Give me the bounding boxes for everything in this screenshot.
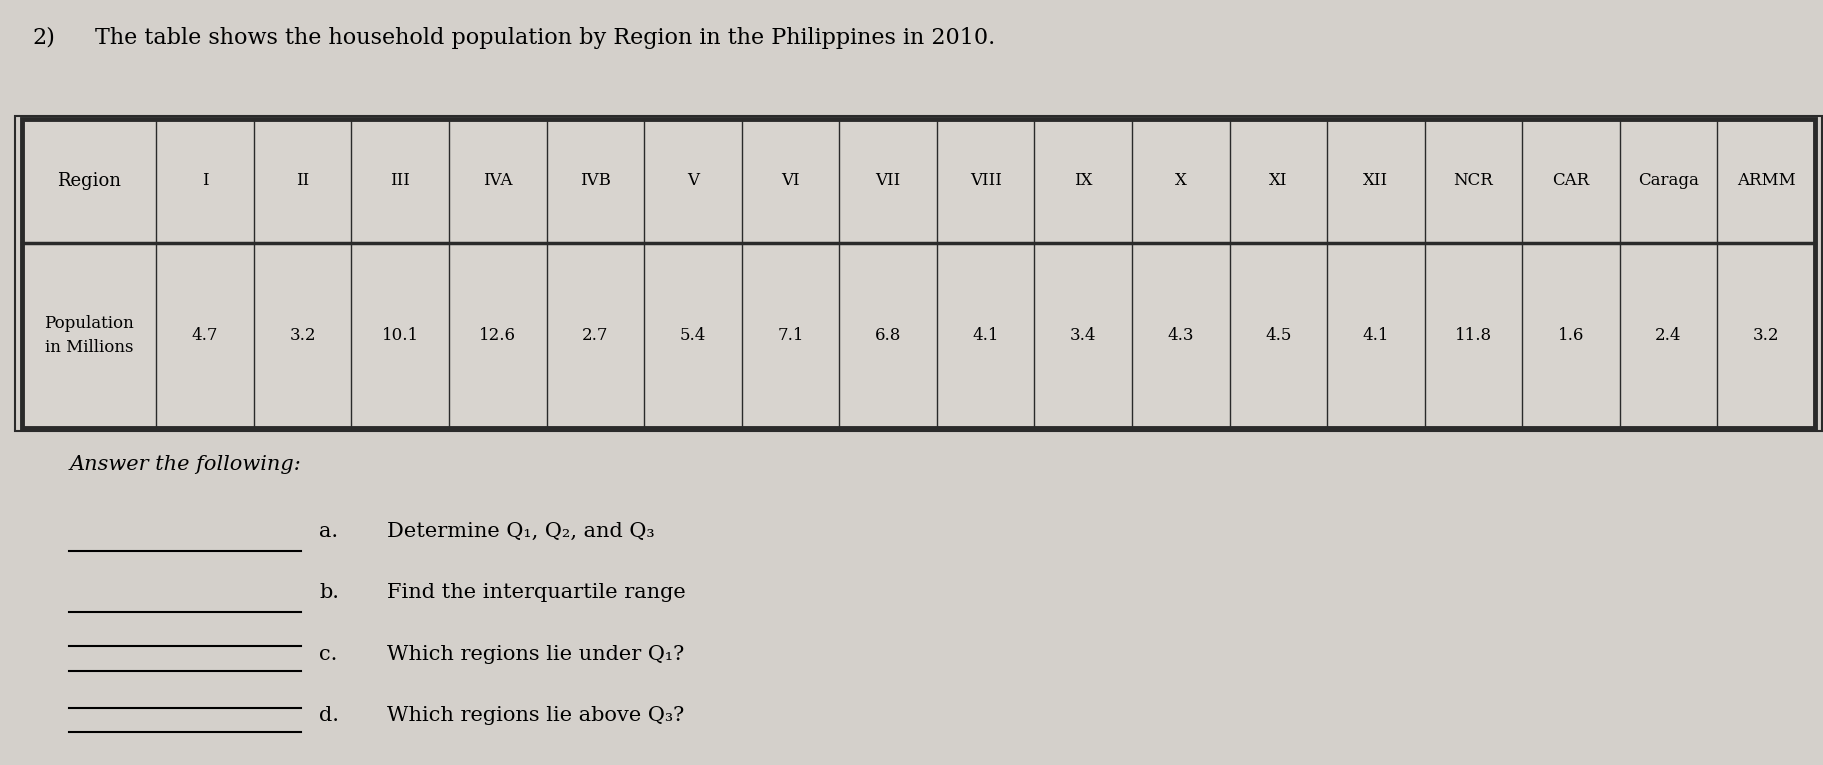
Text: 5.4: 5.4 bbox=[680, 327, 706, 344]
Text: 4.7: 4.7 bbox=[191, 327, 219, 344]
Text: 3.4: 3.4 bbox=[1070, 327, 1096, 344]
Text: 12.6: 12.6 bbox=[479, 327, 516, 344]
Text: 4.5: 4.5 bbox=[1265, 327, 1291, 344]
Text: VIII: VIII bbox=[970, 172, 1001, 189]
Text: The table shows the household population by Region in the Philippines in 2010.: The table shows the household population… bbox=[95, 27, 995, 49]
Text: V: V bbox=[687, 172, 698, 189]
Text: 1.6: 1.6 bbox=[1557, 327, 1584, 344]
Text: 7.1: 7.1 bbox=[777, 327, 804, 344]
Text: I: I bbox=[202, 172, 208, 189]
Text: IX: IX bbox=[1074, 172, 1092, 189]
Text: d.: d. bbox=[319, 706, 339, 724]
Text: 4.1: 4.1 bbox=[1362, 327, 1389, 344]
Text: Which regions lie under Q₁?: Which regions lie under Q₁? bbox=[386, 645, 684, 663]
Text: 3.2: 3.2 bbox=[290, 327, 315, 344]
Text: Determine Q₁, Q₂, and Q₃: Determine Q₁, Q₂, and Q₃ bbox=[386, 522, 654, 541]
Text: IVA: IVA bbox=[483, 172, 512, 189]
Text: III: III bbox=[390, 172, 410, 189]
Text: Find the interquartile range: Find the interquartile range bbox=[386, 584, 685, 602]
Text: 4.3: 4.3 bbox=[1167, 327, 1194, 344]
Text: 2.4: 2.4 bbox=[1655, 327, 1681, 344]
Text: 3.2: 3.2 bbox=[1752, 327, 1779, 344]
Text: XII: XII bbox=[1362, 172, 1387, 189]
Text: X: X bbox=[1174, 172, 1187, 189]
Text: II: II bbox=[295, 172, 310, 189]
Text: c.: c. bbox=[319, 645, 337, 663]
Text: 2.7: 2.7 bbox=[582, 327, 609, 344]
Text: NCR: NCR bbox=[1453, 172, 1493, 189]
Text: 4.1: 4.1 bbox=[972, 327, 999, 344]
Text: Caraga: Caraga bbox=[1637, 172, 1697, 189]
Text: IVB: IVB bbox=[580, 172, 611, 189]
Text: Population
in Millions: Population in Millions bbox=[44, 314, 133, 356]
Text: 2): 2) bbox=[33, 27, 57, 49]
Text: ARMM: ARMM bbox=[1735, 172, 1794, 189]
Text: Which regions lie above Q₃?: Which regions lie above Q₃? bbox=[386, 706, 684, 724]
Text: b.: b. bbox=[319, 584, 339, 602]
Text: CAR: CAR bbox=[1551, 172, 1588, 189]
Text: 6.8: 6.8 bbox=[875, 327, 901, 344]
Text: VI: VI bbox=[780, 172, 798, 189]
Text: VII: VII bbox=[875, 172, 901, 189]
Text: 10.1: 10.1 bbox=[381, 327, 419, 344]
Text: a.: a. bbox=[319, 522, 337, 541]
Text: Region: Region bbox=[57, 171, 120, 190]
Text: 11.8: 11.8 bbox=[1455, 327, 1491, 344]
Text: XI: XI bbox=[1269, 172, 1287, 189]
Text: Answer the following:: Answer the following: bbox=[69, 455, 301, 474]
